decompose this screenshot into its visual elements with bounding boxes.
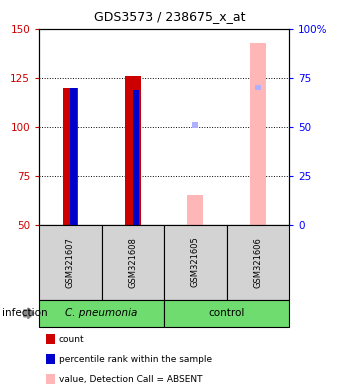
Text: GSM321605: GSM321605: [191, 237, 200, 288]
Text: infection: infection: [2, 308, 47, 318]
Bar: [63, 88, 78, 225]
Bar: [250, 43, 266, 225]
Bar: [192, 122, 199, 128]
Bar: [125, 76, 141, 225]
Text: GSM321608: GSM321608: [128, 237, 137, 288]
Text: GSM321606: GSM321606: [253, 237, 262, 288]
Text: value, Detection Call = ABSENT: value, Detection Call = ABSENT: [59, 374, 202, 384]
Bar: [133, 89, 139, 225]
Text: C. pneumonia: C. pneumonia: [65, 308, 138, 318]
Text: count: count: [59, 334, 84, 344]
Bar: [187, 195, 203, 225]
Text: GSM321607: GSM321607: [66, 237, 75, 288]
Text: control: control: [208, 308, 245, 318]
Bar: [70, 88, 76, 225]
Text: GDS3573 / 238675_x_at: GDS3573 / 238675_x_at: [94, 10, 246, 23]
Bar: [255, 84, 261, 91]
Text: percentile rank within the sample: percentile rank within the sample: [59, 354, 212, 364]
